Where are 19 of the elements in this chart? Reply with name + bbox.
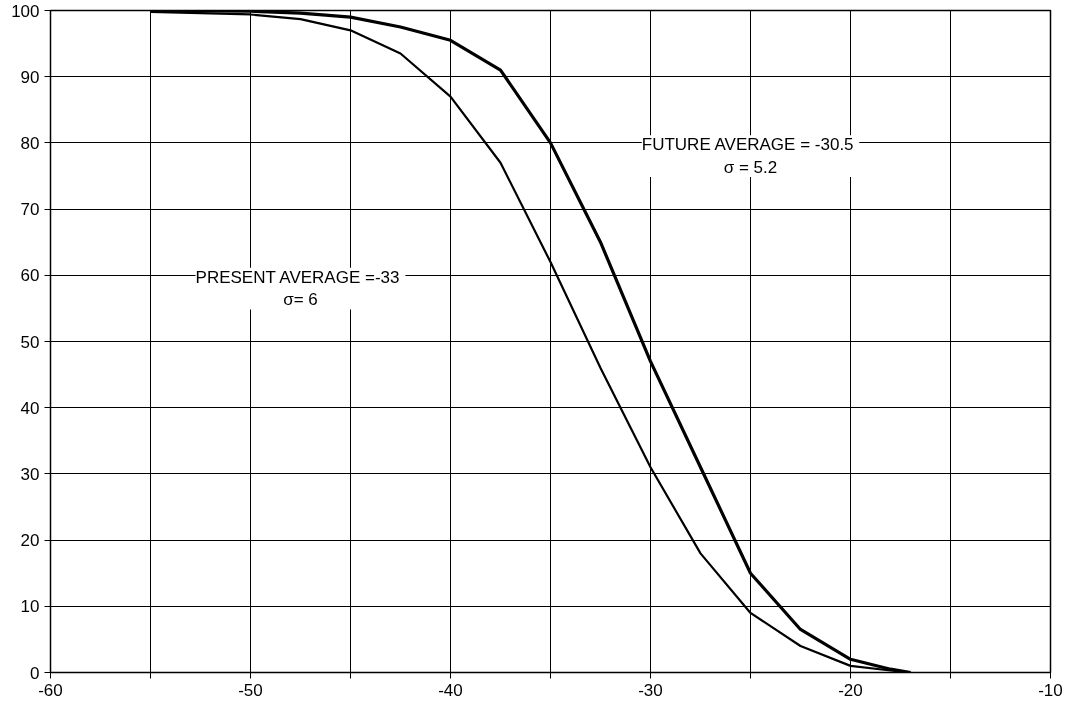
x-tick-label: -10: [1038, 680, 1063, 700]
x-tick-label: -20: [838, 680, 863, 700]
y-tick-label: 50: [20, 332, 40, 352]
y-tick-label: 80: [20, 133, 40, 153]
y-tick-label: 70: [20, 200, 40, 220]
x-tick-label: -40: [438, 680, 463, 700]
y-tick-label: 30: [20, 464, 40, 484]
y-tick-label: 100: [11, 1, 40, 21]
x-tick-label: -60: [38, 680, 63, 700]
x-tick-label: -30: [638, 680, 663, 700]
y-tick-label: 60: [20, 266, 40, 286]
y-tick-label: 0: [30, 663, 40, 683]
annotation: PRESENT AVERAGE =-33 σ= 6: [195, 267, 400, 310]
annotation: FUTURE AVERAGE = -30.5 σ = 5.2: [641, 135, 854, 178]
x-tick-label: -50: [238, 680, 263, 700]
y-tick-label: 20: [20, 531, 40, 551]
y-tick-label: 10: [20, 597, 40, 617]
y-tick-label: 90: [20, 67, 40, 87]
y-tick-label: 40: [20, 398, 40, 418]
